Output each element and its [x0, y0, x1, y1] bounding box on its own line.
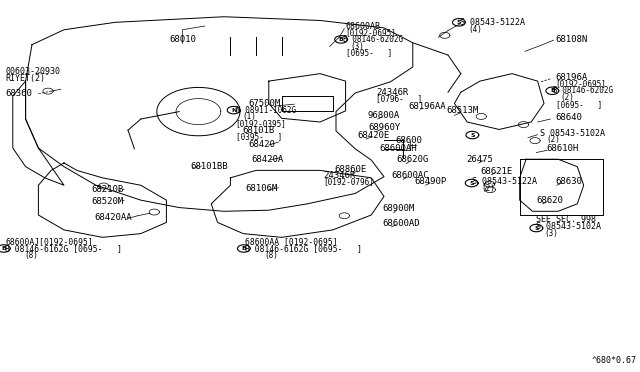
- Text: 68101BB: 68101BB: [191, 162, 228, 171]
- Text: 68101B: 68101B: [242, 126, 274, 135]
- Text: 96800A: 96800A: [368, 111, 400, 120]
- Text: S 08543-5102A: S 08543-5102A: [540, 129, 605, 138]
- Text: 68490P: 68490P: [415, 177, 447, 186]
- Text: 68860E: 68860E: [335, 165, 367, 174]
- Text: RIYET(2): RIYET(2): [5, 74, 45, 83]
- Text: S 08543-5122A: S 08543-5122A: [460, 18, 525, 27]
- Text: S: S: [469, 180, 474, 186]
- Text: 24346R: 24346R: [376, 88, 408, 97]
- Text: 68900M: 68900M: [383, 204, 415, 213]
- Text: 68621E: 68621E: [480, 167, 512, 176]
- Text: S: S: [470, 132, 475, 138]
- Text: 68600: 68600: [396, 136, 422, 145]
- Text: 68108N: 68108N: [556, 35, 588, 44]
- Text: B 08146-6202G: B 08146-6202G: [343, 35, 403, 44]
- Text: [0395-   ]: [0395- ]: [236, 132, 282, 141]
- Text: 68630: 68630: [556, 177, 582, 186]
- Text: 68360: 68360: [5, 89, 32, 97]
- Text: 68620: 68620: [536, 196, 563, 205]
- Text: 24346R: 24346R: [323, 171, 355, 180]
- Text: S: S: [534, 225, 539, 231]
- Text: B: B: [1, 246, 6, 251]
- Text: S 08543-5102A: S 08543-5102A: [536, 222, 602, 231]
- Text: B 08146-6162G [0695-   ]: B 08146-6162G [0695- ]: [245, 244, 362, 253]
- Text: 68196AA: 68196AA: [408, 102, 446, 110]
- Text: 68640: 68640: [556, 113, 582, 122]
- Text: (2): (2): [547, 135, 561, 144]
- Text: [0192-0796]: [0192-0796]: [323, 177, 374, 186]
- Text: N: N: [231, 108, 236, 113]
- Text: 68420: 68420: [248, 140, 275, 149]
- Text: 00603-20930: 00603-20930: [5, 67, 60, 76]
- Text: 68520M: 68520M: [92, 197, 124, 206]
- Text: 68010: 68010: [169, 35, 196, 44]
- Text: (3): (3): [545, 229, 559, 238]
- Text: (1): (1): [242, 112, 256, 121]
- Text: [0695-   ]: [0695- ]: [556, 100, 602, 109]
- Text: 68210B: 68210B: [92, 185, 124, 194]
- Text: (8): (8): [24, 251, 38, 260]
- Text: B 08146-6202G: B 08146-6202G: [553, 86, 613, 95]
- Text: S 08543-5122A: S 08543-5122A: [472, 177, 538, 186]
- Text: B: B: [550, 88, 555, 93]
- Text: 26475: 26475: [466, 155, 493, 164]
- Text: 68106M: 68106M: [245, 185, 277, 193]
- Text: 68196A: 68196A: [556, 73, 588, 82]
- Text: B: B: [241, 246, 246, 251]
- Text: 68600AB: 68600AB: [346, 22, 381, 31]
- Text: [0796-   ]: [0796- ]: [376, 94, 422, 103]
- Text: (4): (4): [468, 25, 483, 33]
- Text: N 08911-1062G: N 08911-1062G: [236, 106, 296, 115]
- Text: 68420E: 68420E: [357, 131, 389, 140]
- Text: [0695-   ]: [0695- ]: [346, 48, 392, 57]
- Text: 68600AH: 68600AH: [380, 144, 417, 153]
- Text: (2): (2): [481, 184, 495, 193]
- Text: 67500M: 67500M: [248, 99, 280, 108]
- Text: 68600AC: 68600AC: [392, 171, 429, 180]
- Text: 68420AA: 68420AA: [95, 213, 132, 222]
- Text: 68600AJ[0192-0695]: 68600AJ[0192-0695]: [5, 237, 93, 246]
- Text: 68600AA [0192-0695]: 68600AA [0192-0695]: [245, 237, 338, 246]
- Text: 68513M: 68513M: [447, 106, 479, 115]
- Text: S: S: [456, 20, 461, 25]
- Text: (8): (8): [264, 251, 278, 260]
- Text: 68420A: 68420A: [252, 155, 284, 164]
- Text: ^680*0.67: ^680*0.67: [592, 356, 637, 365]
- Text: 68600AD: 68600AD: [383, 219, 420, 228]
- Text: SEE SEC. 998: SEE SEC. 998: [536, 215, 596, 224]
- Text: 68960Y: 68960Y: [368, 123, 400, 132]
- Text: (3): (3): [350, 42, 364, 51]
- Text: [0192-0695]: [0192-0695]: [556, 80, 606, 89]
- Text: B: B: [339, 37, 344, 42]
- Text: [0192-0695]: [0192-0695]: [346, 28, 396, 37]
- Text: [0192-0395]: [0192-0395]: [236, 119, 286, 128]
- Text: (2): (2): [561, 93, 575, 102]
- Text: 68610H: 68610H: [547, 144, 579, 153]
- Text: 68620G: 68620G: [397, 155, 429, 164]
- Text: B 08146-6162G [0695-   ]: B 08146-6162G [0695- ]: [5, 244, 122, 253]
